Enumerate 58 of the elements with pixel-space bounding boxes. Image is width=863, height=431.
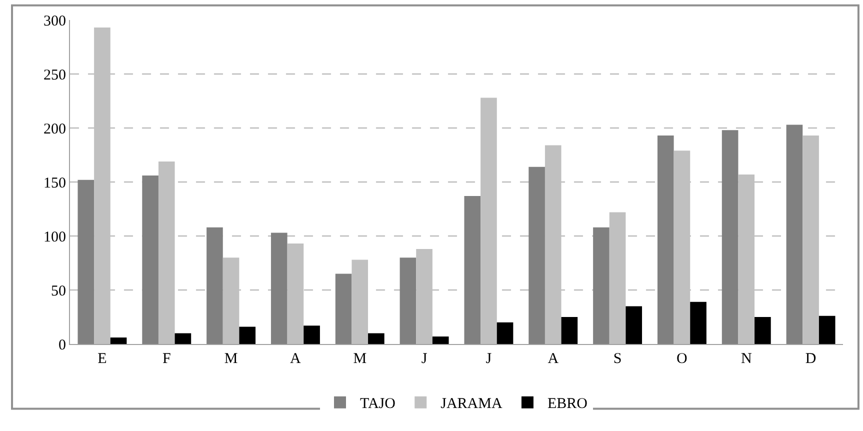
x-tick-label: O: [676, 351, 688, 367]
bar: [335, 274, 352, 344]
bar: [78, 180, 94, 344]
y-tick-label: 0: [58, 337, 66, 354]
bar: [690, 302, 706, 344]
bar: [304, 326, 320, 344]
bar: [609, 212, 626, 344]
x-tick-label: N: [740, 351, 752, 367]
x-tick-label: D: [805, 351, 816, 367]
x-tick-label: F: [162, 351, 171, 367]
bar: [432, 336, 449, 344]
x-tick-label: M: [224, 351, 238, 367]
bar: [738, 174, 755, 344]
bar: [786, 124, 803, 344]
bar: [368, 333, 384, 344]
bar: [416, 248, 432, 344]
bar: [561, 317, 578, 344]
x-tick-label: E: [98, 351, 107, 367]
y-tick-label: 150: [44, 175, 66, 192]
bar: [626, 306, 642, 344]
bar: [206, 227, 223, 344]
x-tick-label: S: [613, 351, 622, 367]
legend-label: EBRO: [547, 396, 588, 412]
bar: [174, 333, 192, 344]
bar: [94, 28, 110, 344]
x-tick-label: A: [290, 351, 302, 367]
bar: [400, 258, 416, 344]
bar: [657, 136, 674, 344]
x-tick-label: M: [353, 351, 367, 367]
bar: [142, 176, 158, 344]
bar: [496, 322, 514, 344]
bar: [239, 326, 256, 344]
bar: [270, 232, 288, 344]
bar: [802, 136, 819, 344]
bar: [528, 166, 545, 344]
bar: [158, 161, 175, 344]
bar: [544, 145, 562, 344]
y-tick-label: 200: [44, 121, 66, 138]
y-tick-label: 50: [51, 283, 66, 300]
legend-label: TAJO: [360, 396, 396, 412]
y-tick-label: 100: [44, 229, 66, 246]
bar: [287, 244, 304, 344]
legend-label: JARAMA: [440, 396, 502, 412]
bar: [722, 130, 738, 344]
bar: [593, 227, 610, 344]
y-tick-label: 250: [44, 67, 66, 84]
bar: [674, 150, 690, 344]
bar: [818, 316, 836, 344]
y-tick-label: 300: [44, 13, 66, 30]
bar: [480, 98, 497, 344]
x-tick-label: A: [548, 351, 559, 367]
bar: [110, 338, 127, 344]
x-tick-label: J: [486, 351, 492, 367]
x-tick-label: J: [421, 351, 428, 367]
bar: [352, 260, 368, 344]
bar: [754, 317, 771, 344]
bar: [464, 196, 481, 344]
bar: [222, 258, 240, 344]
